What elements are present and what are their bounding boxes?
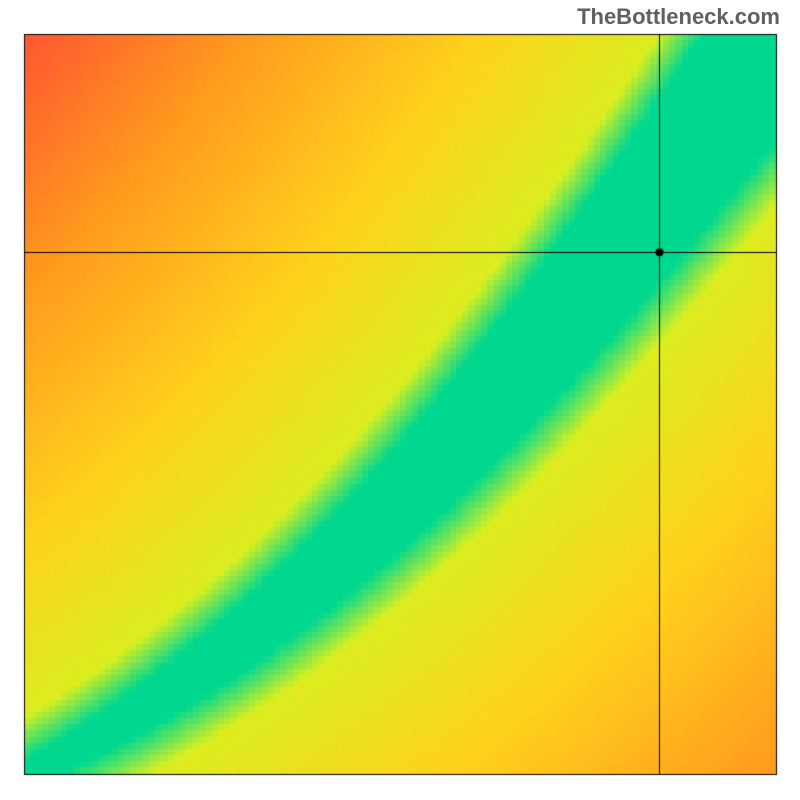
bottleneck-heatmap [0,0,800,800]
chart-container: TheBottleneck.com [0,0,800,800]
watermark-text: TheBottleneck.com [577,4,780,30]
